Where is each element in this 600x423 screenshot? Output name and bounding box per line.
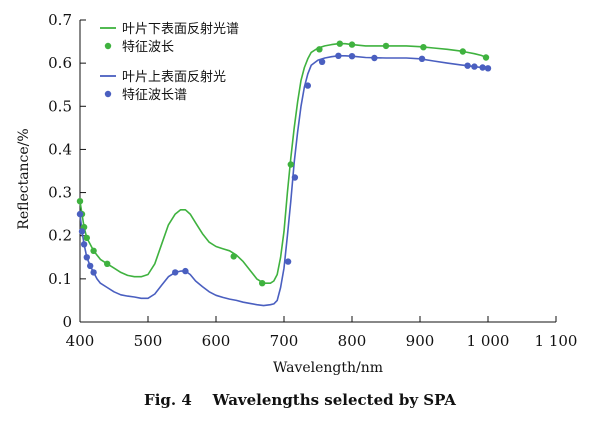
feature-wavelength-point-blue	[284, 258, 292, 265]
ticks-layer: 400 500 600 700 800 900 1 000 1 10000.10.20.30.…	[48, 11, 577, 350]
markers-layer	[76, 40, 492, 287]
x-tick-label: 700	[270, 332, 299, 350]
axes-layer	[79, 20, 556, 323]
series-line-upper-surface	[79, 54, 489, 307]
y-tick-label: 0.6	[48, 54, 72, 72]
x-tick-label: 500	[134, 332, 163, 350]
feature-wavelength-point-blue	[83, 254, 91, 261]
legend-marker-swatch	[104, 90, 112, 98]
x-tick-label: 1 000	[467, 332, 510, 350]
legend-entry-label: 特征波长	[122, 40, 174, 55]
y-tick-label: 0.1	[48, 270, 72, 288]
feature-wavelength-point-green	[287, 161, 294, 168]
feature-wavelength-point-green	[420, 44, 427, 51]
y-tick-label: 0.4	[48, 140, 72, 158]
feature-wavelength-point-green	[76, 198, 84, 205]
feature-wavelength-point-blue	[335, 52, 342, 59]
feature-wavelength-point-green	[90, 247, 97, 254]
feature-wavelength-point-blue	[291, 174, 299, 181]
feature-wavelength-point-green	[382, 42, 390, 50]
x-tick-label: 600	[202, 332, 231, 350]
feature-wavelength-point-blue	[76, 210, 84, 218]
feature-wavelength-point-green	[83, 234, 91, 242]
feature-wavelength-point-blue	[471, 63, 478, 70]
y-axis-title: Reflectance/%	[16, 128, 32, 229]
feature-wavelength-point-green	[336, 40, 343, 47]
feature-wavelength-point-green	[348, 41, 356, 48]
y-tick-label: 0.5	[48, 97, 72, 115]
y-tick-label: 0.2	[48, 227, 72, 245]
feature-wavelength-point-blue	[80, 241, 88, 248]
feature-wavelength-point-blue	[484, 65, 492, 72]
x-tick-label: 400	[66, 332, 95, 350]
x-tick-label: 800	[338, 332, 367, 350]
feature-wavelength-point-blue	[371, 54, 378, 62]
figure-caption: Fig. 4 Wavelengths selected by SPA	[144, 391, 456, 409]
feature-wavelength-point-green	[259, 280, 266, 287]
x-tick-label: 900	[406, 332, 435, 350]
feature-wavelength-point-green	[230, 253, 237, 260]
feature-wavelength-point-blue	[90, 269, 97, 276]
y-tick-label: 0.7	[48, 11, 72, 29]
feature-wavelength-point-green	[104, 260, 111, 267]
feature-wavelength-point-green	[482, 54, 490, 61]
legend-entry-label: 叶片下表面反射光谱	[122, 21, 239, 37]
feature-wavelength-point-blue	[464, 62, 471, 69]
feature-wavelength-point-blue	[304, 82, 311, 89]
feature-wavelength-point-blue	[182, 267, 189, 275]
series-layer	[79, 42, 489, 307]
feature-wavelength-point-blue	[318, 58, 326, 65]
feature-wavelength-point-blue	[348, 53, 356, 60]
feature-wavelength-point-blue	[78, 228, 86, 235]
feature-wavelength-point-blue	[479, 64, 486, 71]
feature-wavelength-point-green	[459, 48, 466, 55]
legend-entry-label: 叶片上表面反射光	[122, 69, 226, 85]
y-tick-label: 0	[62, 313, 72, 331]
series-line-lower-surface	[79, 42, 489, 285]
feature-wavelength-point-green	[316, 46, 323, 53]
feature-wavelength-point-blue	[87, 262, 94, 270]
legend-entry-label: 特征波长谱	[122, 88, 187, 103]
x-tick-label: 1 100	[535, 332, 578, 350]
y-tick-label: 0.3	[48, 184, 72, 202]
legend-marker-swatch	[104, 42, 112, 50]
feature-wavelength-point-blue	[172, 269, 179, 276]
feature-wavelength-point-blue	[418, 55, 426, 62]
x-axis-title: Wavelength/nm	[273, 360, 383, 376]
